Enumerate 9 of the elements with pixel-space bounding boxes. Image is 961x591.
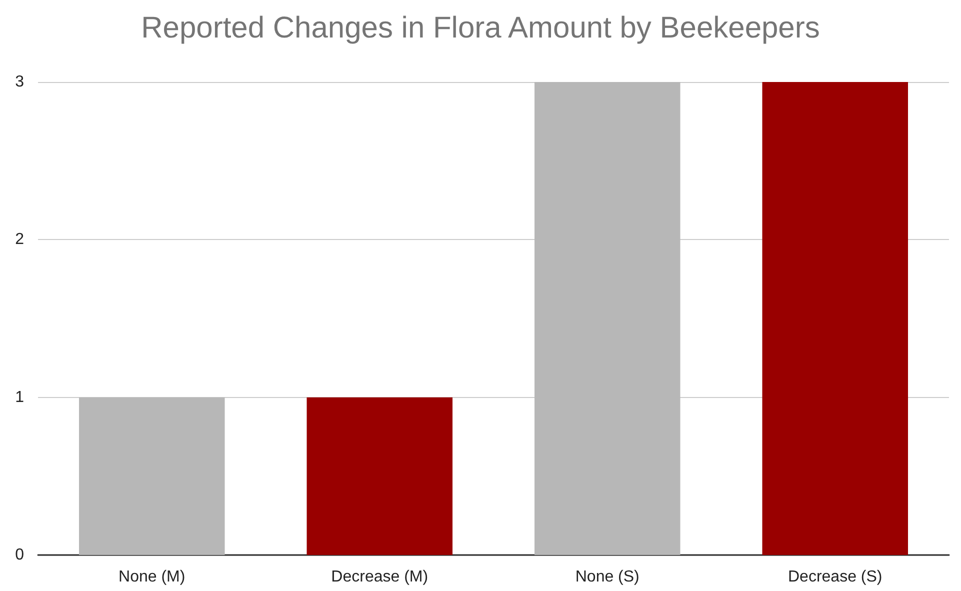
x-tick-label: None (S)	[575, 568, 640, 586]
y-tick-label: 2	[15, 231, 24, 248]
x-tick-label: None (M)	[118, 568, 186, 586]
x-tick-label: Decrease (S)	[788, 568, 882, 586]
y-tick-label: 3	[15, 74, 24, 90]
y-tick-label: 0	[15, 546, 24, 564]
chart-title: Reported Changes in Flora Amount by Beekeepers	[141, 12, 820, 44]
x-tick-label: Decrease (M)	[331, 568, 428, 586]
y-tick-label: 1	[15, 388, 24, 406]
